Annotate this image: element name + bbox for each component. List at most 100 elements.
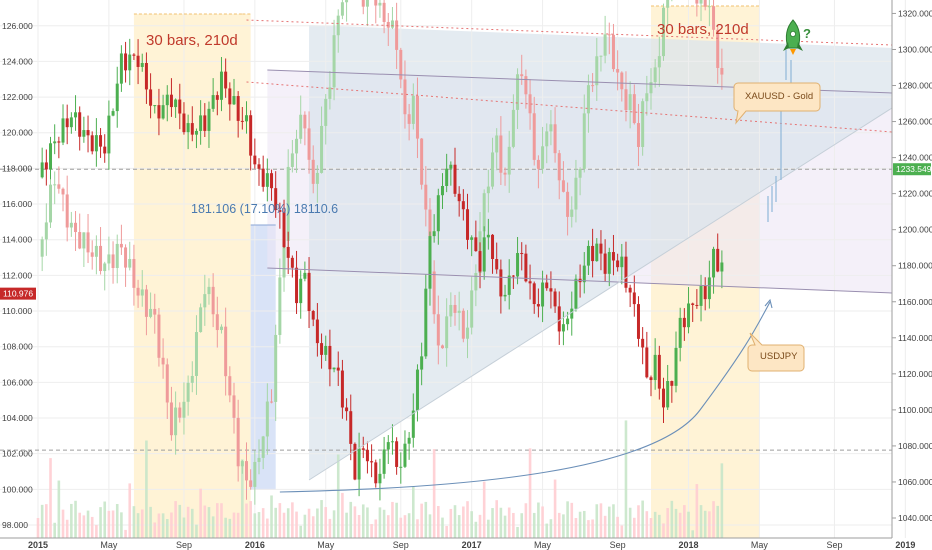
candle-body[interactable] (511, 109, 515, 147)
candle-body[interactable] (611, 252, 615, 261)
candle-body[interactable] (365, 0, 369, 7)
candle-body[interactable] (361, 0, 365, 7)
candle-body[interactable] (616, 260, 620, 268)
candle-body[interactable] (536, 304, 540, 307)
candle-body[interactable] (253, 461, 257, 487)
candle-body[interactable] (557, 153, 561, 181)
candle-body[interactable] (382, 449, 386, 474)
candle-body[interactable] (449, 164, 453, 169)
candle-body[interactable] (553, 291, 557, 307)
candle-body[interactable] (407, 437, 411, 444)
candle-body[interactable] (386, 21, 390, 28)
candle-body[interactable] (86, 232, 90, 253)
candle-body[interactable] (207, 286, 211, 295)
candle-body[interactable] (662, 388, 665, 408)
candle-body[interactable] (716, 29, 720, 68)
candle-body[interactable] (395, 441, 399, 467)
candle-body[interactable] (399, 466, 403, 468)
candle-body[interactable] (657, 354, 661, 389)
candle-body[interactable] (286, 246, 290, 258)
candle-body[interactable] (624, 89, 628, 111)
candle-body[interactable] (178, 407, 182, 418)
candle-body[interactable] (461, 201, 465, 210)
candle-body[interactable] (503, 294, 507, 297)
candle-body[interactable] (712, 6, 716, 30)
candle-body[interactable] (420, 356, 424, 370)
candle-body[interactable] (607, 252, 611, 274)
candle-body[interactable] (411, 410, 415, 438)
candle-body[interactable] (703, 285, 707, 300)
candle-body[interactable] (657, 56, 661, 68)
candle-body[interactable] (49, 143, 53, 170)
candle-body[interactable] (174, 407, 178, 436)
candle-body[interactable] (378, 473, 382, 484)
candle-body[interactable] (299, 278, 303, 304)
candle-body[interactable] (378, 2, 382, 6)
candle-body[interactable] (61, 188, 65, 195)
candle-body[interactable] (140, 289, 144, 296)
candle-body[interactable] (424, 288, 428, 357)
candle-body[interactable] (182, 113, 186, 133)
triangle-diagonal[interactable] (308, 107, 893, 481)
range-label-2018[interactable]: 30 bars, 210d (657, 21, 749, 38)
candle-body[interactable] (482, 193, 486, 232)
candle-body[interactable] (407, 114, 411, 124)
candle-body[interactable] (499, 269, 503, 297)
candle-body[interactable] (545, 131, 549, 147)
candle-body[interactable] (703, 0, 707, 7)
candle-body[interactable] (374, 0, 378, 6)
candle-body[interactable] (236, 96, 240, 121)
candle-body[interactable] (586, 245, 590, 266)
candle-body[interactable] (507, 275, 511, 295)
candle-body[interactable] (645, 347, 649, 378)
candle-body[interactable] (720, 262, 724, 272)
candle-body[interactable] (345, 0, 349, 3)
candle-body[interactable] (136, 55, 140, 67)
candle-body[interactable] (57, 184, 61, 189)
candle-body[interactable] (332, 367, 336, 370)
candle-body[interactable] (541, 146, 545, 169)
candle-body[interactable] (82, 130, 86, 137)
candle-body[interactable] (720, 67, 724, 75)
candle-body[interactable] (324, 98, 328, 126)
candle-body[interactable] (712, 248, 716, 278)
candle-body[interactable] (491, 234, 495, 260)
candle-body[interactable] (374, 462, 378, 484)
candle-body[interactable] (324, 345, 328, 355)
candle-body[interactable] (582, 113, 586, 169)
candle-body[interactable] (599, 243, 603, 254)
candle-body[interactable] (99, 135, 103, 147)
candle-body[interactable] (103, 263, 107, 272)
candle-body[interactable] (599, 55, 603, 57)
candle-body[interactable] (582, 265, 586, 283)
candle-body[interactable] (449, 304, 453, 317)
candle-body[interactable] (203, 115, 207, 131)
candle-body[interactable] (132, 258, 136, 288)
candle-body[interactable] (461, 310, 465, 339)
candle-body[interactable] (557, 306, 561, 332)
candle-body[interactable] (586, 85, 590, 114)
candle-body[interactable] (295, 267, 299, 304)
candle-body[interactable] (61, 118, 65, 143)
candle-body[interactable] (691, 303, 695, 305)
candle-body[interactable] (307, 128, 311, 160)
candle-body[interactable] (611, 34, 615, 70)
candle-body[interactable] (495, 135, 499, 153)
candle-body[interactable] (228, 376, 232, 396)
candle-body[interactable] (249, 480, 253, 487)
candle-body[interactable] (699, 285, 703, 306)
rocket-icon[interactable] (783, 19, 803, 55)
candle-body[interactable] (520, 253, 524, 255)
candle-body[interactable] (532, 113, 536, 160)
candle-body[interactable] (211, 286, 215, 315)
candle-body[interactable] (666, 0, 670, 8)
candle-body[interactable] (94, 245, 98, 257)
candle-body[interactable] (157, 105, 161, 119)
candle-body[interactable] (474, 237, 478, 252)
candle-body[interactable] (107, 254, 111, 264)
candle-body[interactable] (403, 443, 407, 467)
candle-body[interactable] (132, 54, 136, 56)
candle-body[interactable] (128, 54, 132, 71)
candle-body[interactable] (353, 443, 357, 480)
candle-body[interactable] (457, 310, 461, 313)
